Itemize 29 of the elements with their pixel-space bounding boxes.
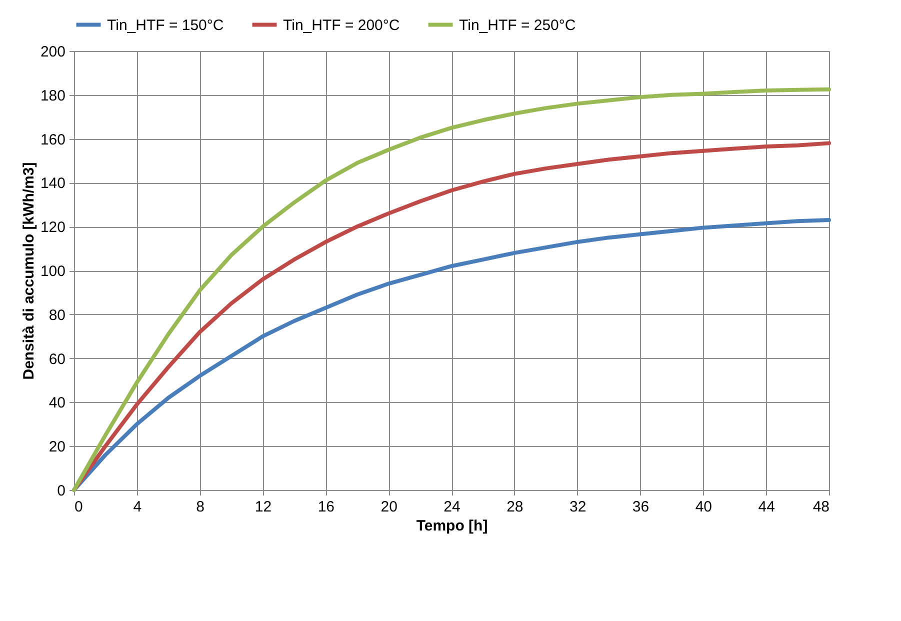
- x-axis-title: Tempo [h]: [416, 518, 488, 534]
- legend-label: Tin_HTF = 250°C: [459, 16, 576, 34]
- y-tick-label: 120: [40, 219, 66, 236]
- legend-label: Tin_HTF = 200°C: [283, 16, 400, 34]
- y-tick-label: 160: [40, 131, 66, 148]
- x-tick-label: 28: [506, 498, 524, 516]
- x-tick-label: 4: [133, 498, 142, 516]
- x-tick-label: 48: [812, 498, 830, 516]
- y-tick-label: 80: [48, 306, 66, 324]
- y-tick-label: 200: [40, 44, 66, 60]
- y-axis-title: Densità di accumulo [kWh/m3]: [20, 162, 38, 380]
- y-tick-label: 60: [48, 350, 66, 368]
- x-tick-label: 36: [632, 498, 650, 516]
- x-tick-label: 0: [74, 498, 83, 516]
- x-tick-label: 8: [196, 498, 205, 516]
- x-tick-label: 16: [318, 498, 335, 516]
- y-tick-label: 140: [40, 175, 66, 192]
- x-tick-label: 20: [380, 498, 398, 516]
- x-tick-label: 24: [444, 498, 460, 516]
- y-tick-label: 180: [40, 87, 66, 104]
- x-tick-label: 44: [758, 498, 775, 516]
- legend-label: Tin_HTF = 150°C: [107, 16, 224, 34]
- y-tick-label: 20: [48, 438, 66, 456]
- y-tick-label: 0: [57, 482, 66, 500]
- x-tick-label: 40: [695, 498, 712, 516]
- x-tick-label: 32: [569, 498, 586, 516]
- y-tick-label: 40: [48, 394, 66, 412]
- x-tick-label: 12: [254, 498, 272, 516]
- y-tick-label: 100: [40, 263, 66, 280]
